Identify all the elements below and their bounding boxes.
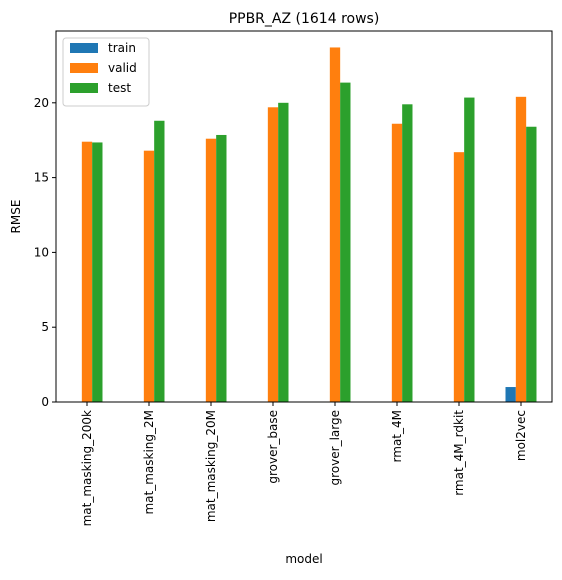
bar-train-mol2vec: [506, 387, 516, 402]
y-tick-label: 10: [34, 245, 49, 259]
y-tick-label: 0: [41, 395, 49, 409]
bar-valid-rmat_4M: [392, 124, 402, 402]
legend-label-test: test: [108, 81, 131, 95]
y-axis-label: RMSE: [9, 200, 23, 234]
legend-swatch-test: [70, 83, 98, 93]
x-tick-label: mol2vec: [514, 410, 528, 461]
bar-valid-rmat_4M_rdkit: [454, 152, 464, 402]
bar-valid-grover_base: [268, 107, 278, 402]
bar-test-grover_large: [340, 83, 350, 402]
bar-valid-mol2vec: [516, 97, 526, 402]
chart-title: PPBR_AZ (1614 rows): [229, 11, 380, 27]
y-axis: 0 5 10 15 20: [34, 96, 56, 409]
x-tick-label: mat_masking_200k: [80, 410, 94, 526]
x-tick-label: rmat_4M: [390, 410, 404, 462]
x-axis: mat_masking_200k mat_masking_2M mat_maskin…: [80, 402, 528, 526]
bar-valid-mat_masking_20M: [206, 139, 216, 402]
bars-layer: [82, 47, 537, 402]
y-tick-label: 5: [41, 320, 49, 334]
x-tick-label: mat_masking_2M: [142, 410, 156, 515]
bar-valid-grover_large: [330, 47, 340, 402]
bar-test-mat_masking_20M: [216, 135, 226, 402]
legend-swatch-valid: [70, 63, 98, 73]
bar-test-rmat_4M: [402, 104, 412, 402]
bar-valid-mat_masking_200k: [82, 142, 92, 402]
bar-valid-mat_masking_2M: [144, 151, 154, 402]
bar-test-mat_masking_200k: [92, 142, 102, 402]
legend: train valid test: [63, 38, 149, 106]
legend-swatch-train: [70, 43, 98, 53]
bar-test-mat_masking_2M: [154, 121, 164, 402]
legend-label-train: train: [108, 41, 136, 55]
y-tick-label: 15: [34, 171, 49, 185]
x-axis-label: model: [285, 552, 322, 566]
y-tick-label: 20: [34, 96, 49, 110]
x-tick-label: grover_large: [328, 410, 342, 485]
x-tick-label: grover_base: [266, 410, 280, 484]
legend-label-valid: valid: [108, 61, 137, 75]
x-tick-label: mat_masking_20M: [204, 410, 218, 522]
bar-test-rmat_4M_rdkit: [464, 98, 474, 402]
bar-test-mol2vec: [526, 127, 536, 402]
bar-test-grover_base: [278, 103, 288, 402]
x-tick-label: rmat_4M_rdkit: [452, 410, 466, 496]
